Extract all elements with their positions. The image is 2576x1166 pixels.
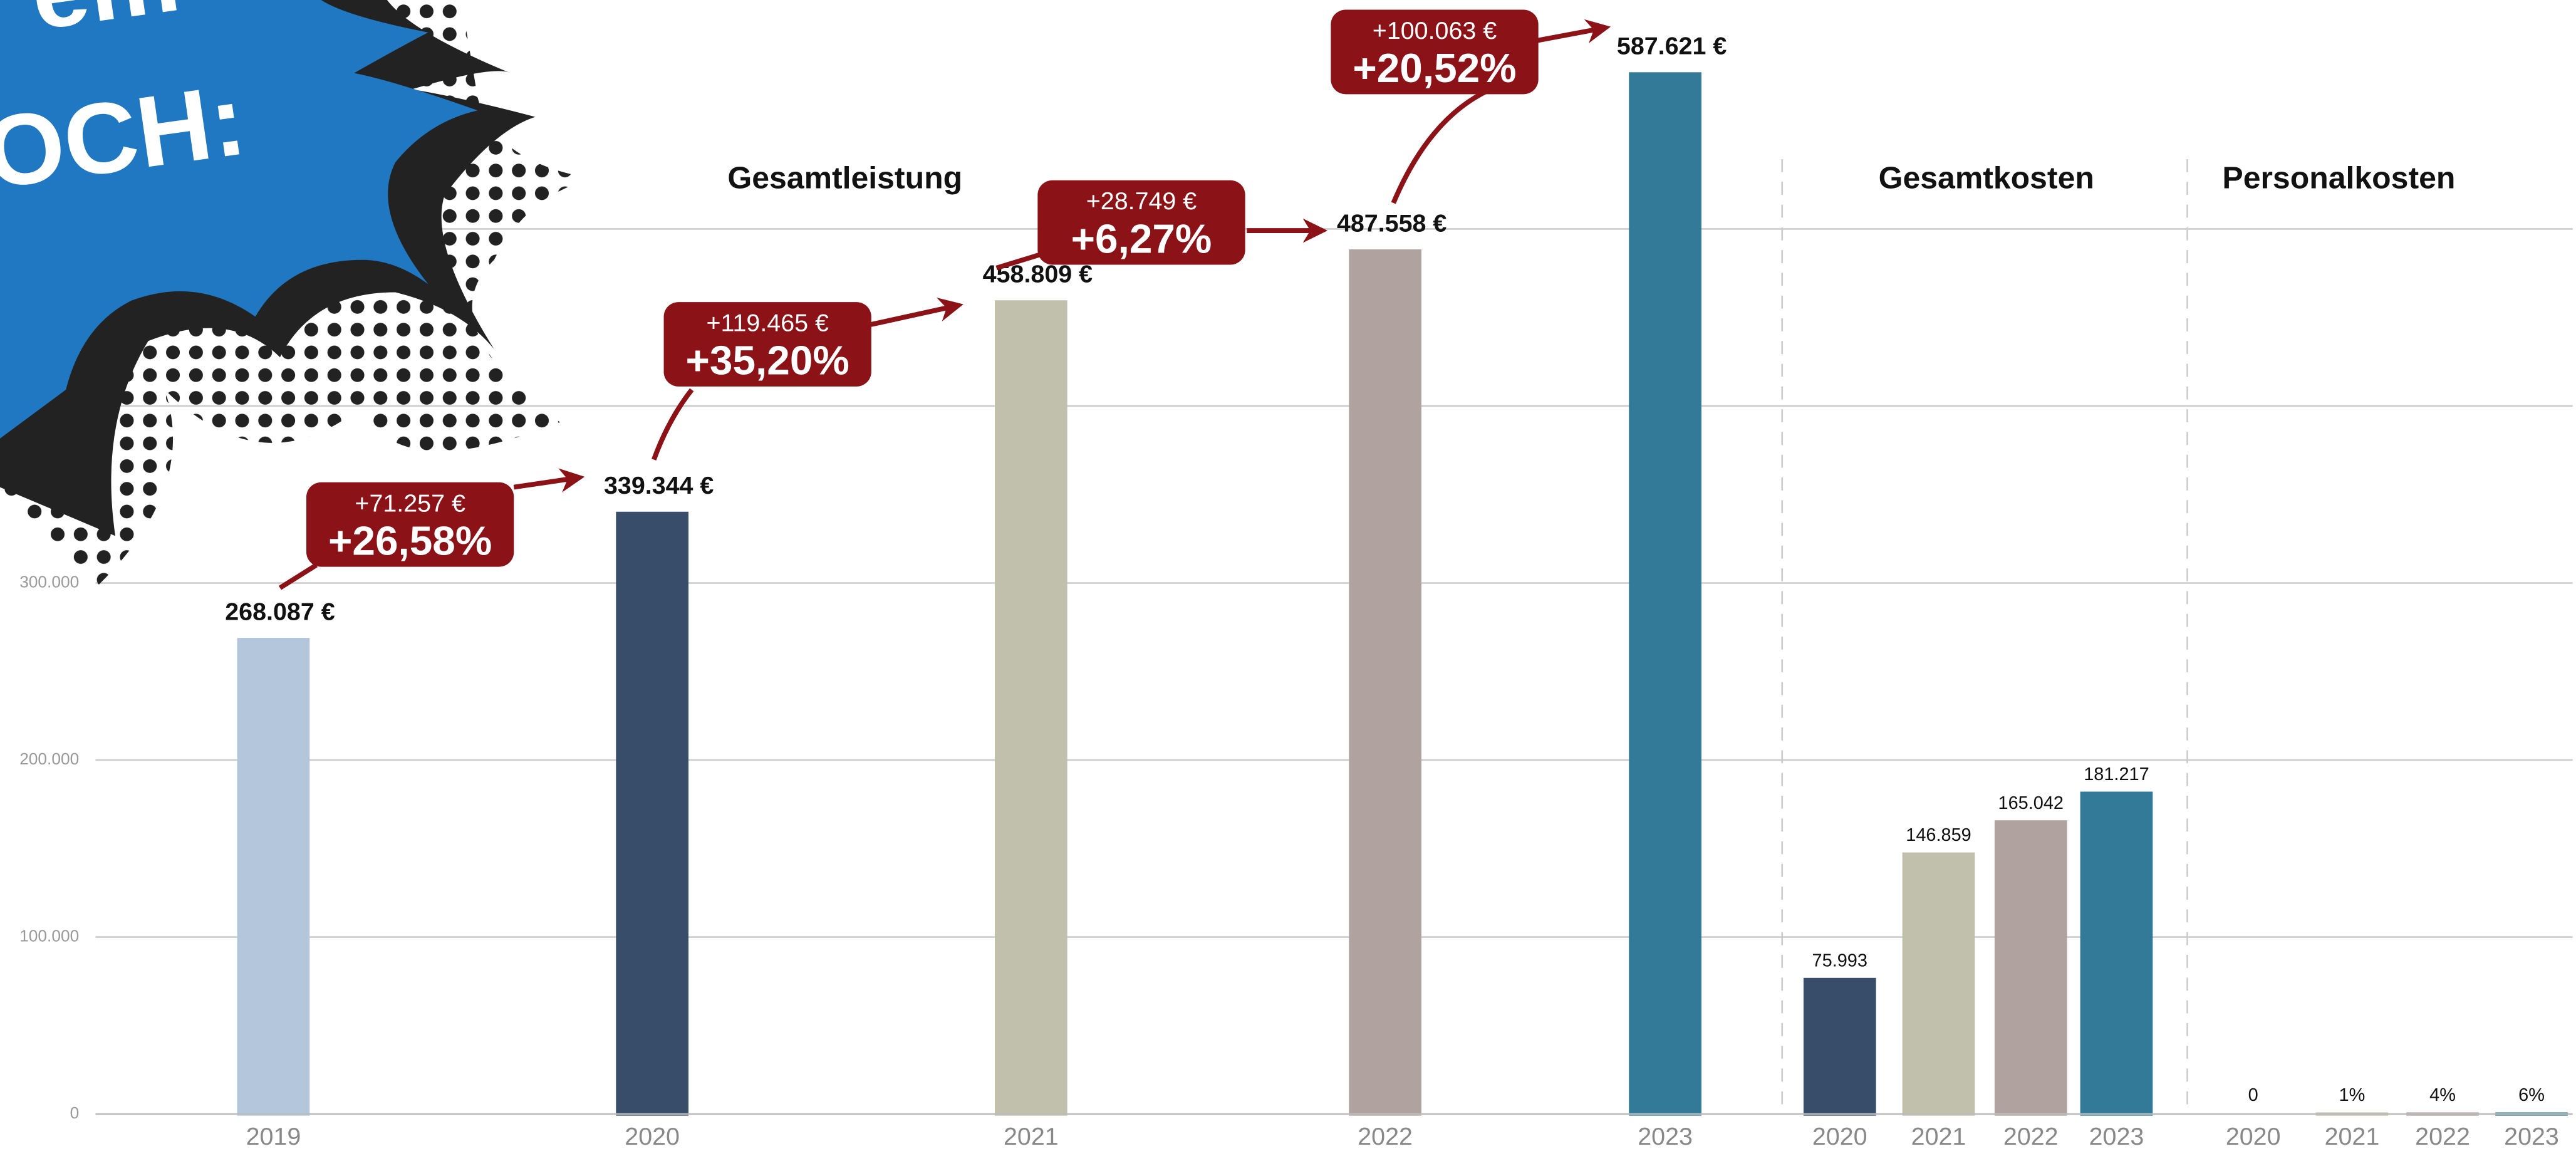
comic-burst: em OCH:: [0, 0, 593, 585]
x-tick-label: 2021: [1004, 1123, 1059, 1150]
change-abs: +119.465 €: [706, 310, 829, 337]
bar: [1629, 72, 1701, 1116]
x-tick-label: 2022: [2415, 1123, 2470, 1150]
change-box: [1331, 9, 1539, 95]
value-label: 146.859: [1906, 825, 1971, 845]
change-pct: +26,58%: [328, 518, 492, 563]
value-label: 6%: [2518, 1085, 2545, 1105]
change-abs: +71.257 €: [355, 491, 465, 518]
value-label: 165.042: [1998, 793, 2064, 813]
burst: [0, 0, 478, 439]
bar: [995, 300, 1067, 1116]
y-tick-label: 100.000: [19, 927, 79, 945]
bar: [1803, 977, 1876, 1116]
x-tick-label: 2023: [2089, 1123, 2144, 1150]
bar: [1902, 852, 1975, 1116]
change-box: [306, 482, 514, 567]
panel-title: Gesamtkosten: [1879, 160, 2094, 195]
annotations: +71.257 €+26,58% +119.465 €+35,20% +28.749…: [278, 9, 1611, 590]
change-arrow: [1536, 19, 1611, 43]
y-tick-label: 300.000: [19, 573, 79, 591]
value-label: 268.087 €: [225, 599, 335, 626]
bar: [616, 511, 688, 1116]
panel-title: Gesamtleistung: [727, 160, 962, 195]
change-arrow: [869, 298, 963, 328]
value-label: 4%: [2429, 1085, 2456, 1105]
change-connector: [1391, 87, 1492, 204]
change-abs: +100.063 €: [1373, 18, 1497, 44]
y-tick-label: 0: [70, 1103, 80, 1122]
change-arrow: [513, 468, 585, 492]
y-tick-label: 200.000: [19, 749, 79, 768]
value-label: 587.621 €: [1617, 33, 1727, 60]
change-connector: [995, 251, 1046, 271]
x-tick-label: 2019: [246, 1123, 301, 1150]
x-tick-label: 2020: [1812, 1123, 1867, 1150]
value-label: 181.217: [2084, 764, 2149, 784]
panel-title: Personalkosten: [2222, 160, 2455, 195]
x-tick-label: 2020: [2226, 1123, 2281, 1150]
x-tick-label: 2023: [1638, 1123, 1693, 1150]
change-pct: +20,52%: [1353, 46, 1516, 91]
value-label: 0: [2248, 1085, 2258, 1105]
change-pct: +35,20%: [686, 338, 849, 383]
change-box: [663, 302, 871, 387]
value-label: 75.993: [1812, 951, 1867, 971]
bar: [1349, 249, 1421, 1116]
value-label: 339.344 €: [604, 472, 714, 499]
bar: [1994, 820, 2067, 1116]
x-tick-label: 2021: [2325, 1123, 2380, 1150]
value-label: 487.558 €: [1337, 211, 1447, 237]
change-connector: [652, 388, 694, 461]
x-tick-label: 2021: [1911, 1123, 1966, 1150]
change-connector: [278, 563, 318, 590]
x-tick-label: 2023: [2504, 1123, 2559, 1150]
value-label: 1%: [2339, 1085, 2366, 1105]
change-box: [1037, 180, 1245, 265]
change-pct: +6,27%: [1071, 216, 1212, 261]
x-tick-label: 2022: [1358, 1123, 1413, 1150]
bar: [237, 638, 310, 1116]
x-tick-label: 2022: [2003, 1123, 2059, 1150]
change-abs: +28.749 €: [1086, 189, 1197, 216]
x-tick-label: 2020: [625, 1123, 680, 1150]
bar: [2080, 791, 2153, 1116]
